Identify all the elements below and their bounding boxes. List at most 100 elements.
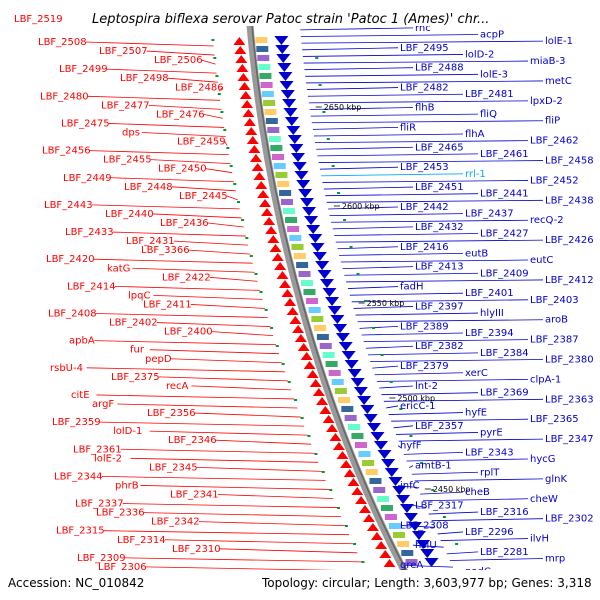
- right-gene-label: greA: [400, 560, 423, 571]
- left-feature-arrow: [261, 208, 274, 216]
- right-gene-label: LBF_2308: [400, 520, 449, 531]
- tick-marker: [217, 93, 221, 95]
- right-leader-line: [437, 531, 464, 535]
- right-gene-label: metC: [545, 76, 572, 87]
- right-leader-line: [386, 405, 399, 409]
- right-leader-line: [325, 193, 479, 197]
- right-leader-line: [393, 425, 414, 429]
- right-leader-line: [414, 478, 544, 482]
- right-leader-line: [367, 352, 479, 356]
- left-leader-line: [158, 376, 288, 382]
- right-leader-line: [304, 67, 414, 71]
- right-leader-line: [397, 485, 418, 488]
- right-gene-label: lolE-1: [545, 36, 573, 47]
- right-feature-arrow: [411, 531, 426, 540]
- right-feature-arrow: [353, 387, 368, 396]
- left-leader-line: [171, 186, 236, 192]
- right-feature-arrow: [350, 378, 365, 387]
- right-feature-arrow: [399, 504, 414, 513]
- tick-marker: [329, 489, 333, 491]
- right-leader-line: [300, 27, 414, 31]
- right-gene-label: LBF_2357: [415, 421, 464, 432]
- feature-band: [260, 82, 273, 88]
- tick-marker: [318, 84, 322, 86]
- right-gene-label: LBF_2369: [480, 388, 529, 399]
- left-feature-arrow: [294, 334, 307, 342]
- topology-label: Topology: circular; Length: 3,603,977 bp…: [261, 576, 592, 590]
- right-feature-arrow: [276, 54, 291, 63]
- right-gene-label: LBF_2387: [530, 335, 579, 346]
- left-gene-label: dps: [122, 128, 140, 139]
- feature-band: [283, 208, 296, 214]
- right-gene-label: lolD-2: [465, 49, 494, 60]
- feature-band: [264, 109, 277, 115]
- left-leader-line: [146, 50, 215, 56]
- feature-band: [300, 280, 313, 286]
- left-feature-arrow: [253, 172, 266, 180]
- left-gene-label: lolD-1: [113, 426, 142, 437]
- right-feature-arrow: [363, 414, 378, 423]
- left-feature-arrow: [286, 307, 299, 315]
- left-feature-arrow: [336, 451, 349, 459]
- right-leader-line: [353, 306, 414, 309]
- tick-marker: [349, 246, 353, 248]
- left-leader-line: [153, 295, 263, 300]
- right-leader-line: [306, 87, 399, 90]
- feature-band: [257, 55, 270, 61]
- tick-marker: [249, 255, 253, 257]
- right-gene-label: lnt-2: [415, 381, 438, 392]
- right-gene-label: LBF_2382: [415, 341, 464, 352]
- tick-marker: [399, 408, 403, 410]
- left-feature-arrow: [309, 379, 322, 387]
- scale-label: 2650 kbp: [324, 103, 362, 112]
- right-leader-line: [337, 246, 399, 250]
- left-feature-arrow: [274, 262, 287, 270]
- left-gene-label: LBF_2344: [54, 471, 103, 482]
- right-gene-label: fliQ: [480, 109, 497, 120]
- feature-band: [344, 415, 357, 421]
- right-gene-label: LBF_2461: [480, 149, 529, 160]
- right-leader-line: [307, 93, 464, 97]
- title-gene-label: LBF_2519: [14, 14, 63, 25]
- left-feature-arrow: [236, 64, 249, 72]
- left-leader-line: [101, 476, 326, 481]
- scale-label: 2450 kbp: [433, 485, 471, 494]
- accession-label: Accession: NC_010842: [8, 576, 144, 590]
- tick-marker: [409, 435, 413, 437]
- tick-marker: [307, 435, 311, 437]
- left-feature-arrow: [358, 505, 371, 513]
- left-feature-arrow: [289, 316, 302, 324]
- right-leader-line: [301, 40, 544, 44]
- right-feature-arrow: [341, 351, 356, 360]
- right-leader-line: [326, 199, 544, 203]
- right-feature-arrow: [278, 72, 293, 81]
- right-leader-line: [344, 272, 479, 276]
- right-feature-arrow: [304, 216, 319, 225]
- right-feature-arrow: [283, 108, 298, 117]
- left-leader-line: [122, 503, 338, 508]
- right-feature-arrow: [347, 369, 362, 378]
- right-leader-line: [411, 471, 479, 475]
- right-gene-label: LBF_2462: [530, 136, 579, 147]
- right-feature-arrow: [420, 549, 435, 558]
- tick-marker: [336, 507, 340, 509]
- feature-band: [392, 532, 405, 538]
- right-feature-arrow: [325, 297, 340, 306]
- left-gene-label: LBF_2480: [40, 91, 89, 102]
- right-gene-label: LBF_2343: [465, 447, 514, 458]
- right-leader-line: [412, 544, 444, 548]
- right-leader-line: [318, 160, 544, 163]
- right-gene-label: LBF_2409: [480, 268, 529, 279]
- feature-band: [255, 37, 268, 43]
- right-gene-label: hycG: [530, 454, 556, 465]
- left-leader-line: [106, 68, 217, 74]
- left-feature-arrow: [379, 550, 392, 558]
- right-leader-line: [397, 445, 402, 449]
- feature-band: [311, 316, 324, 322]
- left-gene-label: argF: [92, 399, 114, 410]
- left-gene-label: LBF_2450: [158, 164, 207, 175]
- right-leader-line: [331, 219, 529, 223]
- left-leader-line: [224, 141, 228, 146]
- tick-marker: [337, 192, 341, 194]
- feature-band: [308, 307, 321, 313]
